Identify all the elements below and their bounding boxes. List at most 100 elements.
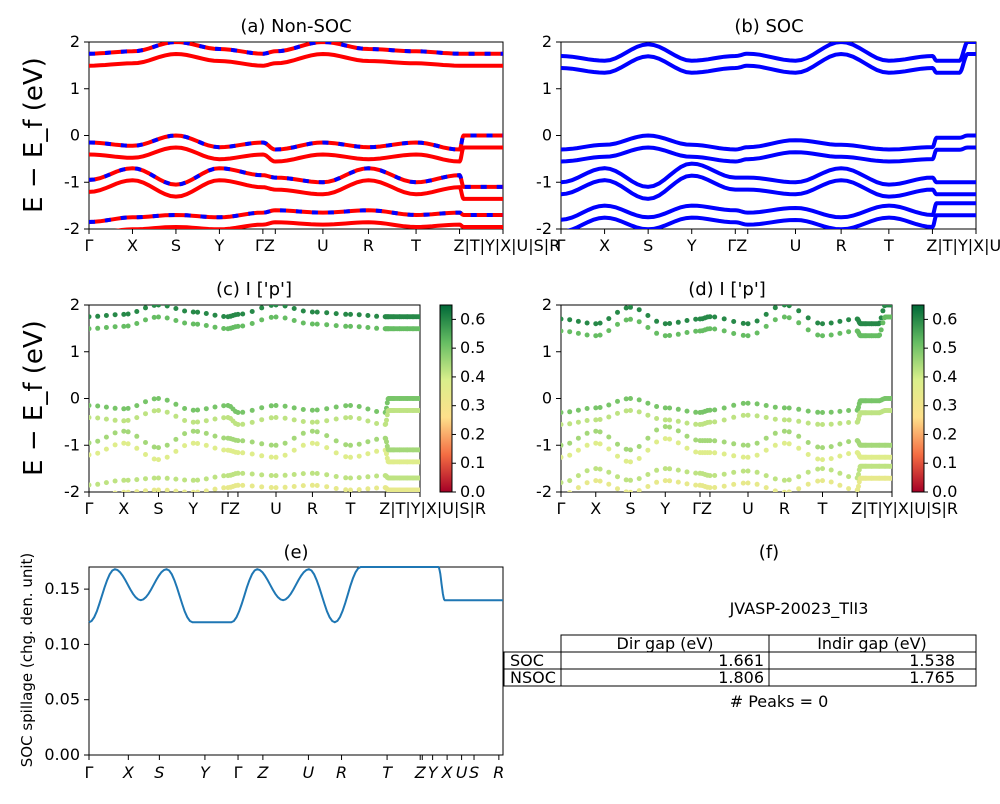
band-point (567, 329, 573, 335)
band-point (645, 472, 651, 477)
band-point (740, 400, 746, 406)
y-tick-label: 1 (70, 79, 80, 98)
band-point (374, 409, 380, 414)
band-point (203, 476, 209, 482)
band-point (273, 473, 279, 479)
band-point (212, 474, 218, 480)
band-point (796, 308, 802, 314)
band-point (164, 454, 170, 460)
x-tick-label: Y (187, 499, 198, 518)
band-point (796, 320, 802, 326)
band-point (89, 440, 92, 446)
band-point (846, 474, 852, 480)
band-point (880, 308, 886, 314)
band-line-overlay (89, 208, 503, 224)
band-point (121, 418, 127, 424)
band-point (195, 321, 201, 327)
band-point (846, 486, 852, 492)
band-point (182, 489, 188, 492)
colorbar-tick-label: 0.5 (932, 338, 957, 357)
band-point (300, 471, 306, 477)
band-point (837, 318, 843, 324)
band-point (615, 453, 620, 459)
band-point (268, 473, 274, 478)
y-tick-label: 2 (70, 295, 80, 314)
x-tick-label: S (153, 499, 163, 518)
band-point (731, 402, 737, 408)
band-point (654, 416, 660, 421)
band-point (623, 477, 629, 483)
x-tick-label: T (410, 236, 421, 255)
band-point (273, 442, 279, 448)
band-point (796, 406, 802, 412)
band-point (143, 488, 148, 492)
band-point (291, 447, 297, 453)
x-tick-label: Z|T|Y|X|U|S|R (851, 499, 958, 518)
x-tick-label: U (317, 236, 329, 255)
band-point (333, 404, 339, 410)
band-point (273, 485, 279, 491)
band-point (721, 451, 727, 457)
band-point (712, 450, 718, 456)
band-point (164, 397, 170, 403)
x-tick-label: X (127, 236, 138, 255)
band-point (134, 433, 140, 439)
band-point (662, 424, 668, 430)
band-point (745, 468, 751, 474)
band-point (815, 444, 821, 450)
band-point (95, 325, 101, 331)
band-point (805, 452, 811, 457)
band-point (374, 473, 380, 479)
band-point (721, 316, 727, 322)
band-point (561, 454, 564, 460)
plot-frame (88, 304, 421, 493)
band-point (190, 440, 196, 446)
band-point (95, 494, 100, 499)
band-point (772, 305, 778, 311)
band-point (173, 436, 179, 442)
y-tick-label: 0 (70, 389, 80, 408)
band-point (654, 404, 660, 409)
band-point (309, 470, 315, 476)
band-point (828, 320, 834, 326)
x-tick-label: R (336, 763, 347, 782)
band-line (561, 133, 976, 152)
band-point (212, 416, 218, 422)
band-point (273, 403, 279, 408)
band-point (781, 417, 787, 423)
band-point (561, 328, 564, 334)
band-point (151, 475, 157, 481)
band-point (203, 488, 209, 492)
band-point (190, 309, 196, 315)
x-tick-label: R (363, 236, 374, 255)
band-point (593, 478, 599, 484)
band-point (173, 476, 179, 482)
band-point (212, 312, 218, 318)
band-point (259, 417, 265, 423)
band-point (212, 445, 218, 451)
band-point (343, 323, 349, 329)
band-point (684, 330, 690, 335)
panel-b-title: (b) SOC (734, 16, 803, 37)
x-tick-label: R (307, 499, 318, 518)
band-point (781, 405, 787, 411)
table-cell: 1.538 (909, 651, 955, 670)
band-point (212, 404, 218, 410)
band-point (182, 431, 188, 437)
band-point (343, 415, 349, 421)
band-point (675, 406, 681, 412)
y-tick-label: -2 (64, 482, 80, 501)
band-point (575, 485, 581, 491)
band-point (763, 415, 769, 420)
band-line (89, 51, 503, 68)
band-point (291, 484, 297, 489)
band-point (786, 441, 792, 447)
y-tick-label: -2 (536, 482, 552, 501)
band-point (89, 403, 92, 408)
band-point (786, 405, 792, 411)
band-point (291, 318, 297, 323)
band-point (190, 477, 196, 483)
y-tick-label: 0.15 (44, 579, 80, 598)
band-point (324, 433, 330, 439)
